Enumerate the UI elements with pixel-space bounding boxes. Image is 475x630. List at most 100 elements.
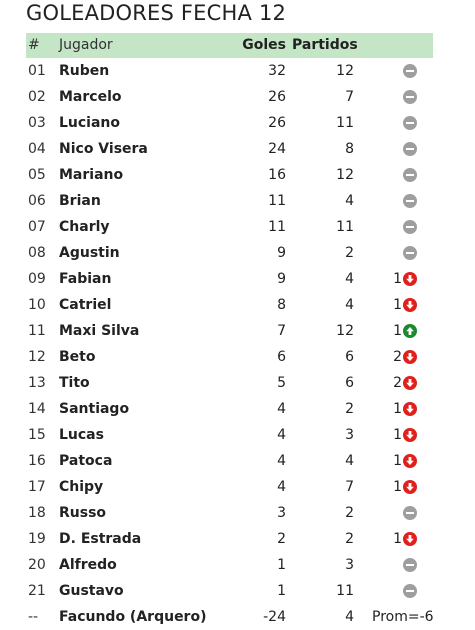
trend-value: 1 — [393, 427, 402, 443]
minus-circle-icon — [403, 116, 417, 130]
trend-cell: 1 — [370, 448, 433, 474]
minus-circle-icon — [403, 220, 417, 234]
rank-cell: 18 — [28, 505, 46, 521]
player-name-cell: Patoca — [59, 453, 113, 469]
rank-cell: 15 — [28, 427, 46, 443]
goals-cell: 11 — [268, 219, 286, 235]
trend-indicator: 1 — [393, 422, 417, 448]
minus-circle-icon — [403, 558, 417, 572]
player-name-cell: Ruben — [59, 63, 110, 79]
header-trend — [370, 33, 433, 58]
page-title: GOLEADORES FECHA 12 — [26, 1, 287, 25]
rank-cell: 20 — [28, 557, 46, 573]
trend-indicator: 1 — [393, 448, 417, 474]
trend-indicator — [402, 558, 417, 572]
table-row: 11 Maxi Silva 7 12 1 — [26, 318, 433, 344]
goalkeeper-row: -- Facundo (Arquero) -24 4 Prom=-6 — [26, 604, 433, 630]
trend-cell: 1 — [370, 318, 433, 344]
trend-indicator: 2 — [393, 344, 417, 370]
trend-indicator: 1 — [393, 526, 417, 552]
goals-cell: 1 — [277, 557, 286, 573]
header-matches: Partidos — [292, 37, 358, 53]
goals-cell: 16 — [268, 167, 286, 183]
trend-value: 2 — [393, 375, 402, 391]
table-row: 19 D. Estrada 2 2 1 — [26, 526, 433, 552]
rank-cell: 17 — [28, 479, 46, 495]
player-name-cell: Alfredo — [59, 557, 117, 573]
arrow-down-circle-icon — [403, 298, 417, 312]
table-row: 02 Marcelo 26 7 — [26, 84, 433, 110]
rank-cell: 10 — [28, 297, 46, 313]
matches-cell: 6 — [345, 375, 354, 391]
matches-cell: 12 — [336, 323, 354, 339]
matches-cell: 7 — [345, 479, 354, 495]
trend-value: 1 — [393, 271, 402, 287]
rank-cell: 02 — [28, 89, 46, 105]
trend-indicator — [402, 194, 417, 208]
player-name-cell: Facundo (Arquero) — [59, 609, 207, 625]
matches-cell: 4 — [345, 271, 354, 287]
rank-cell: 19 — [28, 531, 46, 547]
matches-cell: 3 — [345, 427, 354, 443]
table-row: 06 Brian 11 4 — [26, 188, 433, 214]
minus-circle-icon — [403, 64, 417, 78]
matches-cell: 4 — [345, 297, 354, 313]
trend-indicator: 1 — [393, 396, 417, 422]
trend-cell — [370, 136, 433, 162]
matches-cell: 7 — [345, 89, 354, 105]
goals-cell: 1 — [277, 583, 286, 599]
goals-cell: 9 — [277, 245, 286, 261]
table-row: 21 Gustavo 1 11 — [26, 578, 433, 604]
player-name-cell: Tito — [59, 375, 90, 391]
goals-cell: 4 — [277, 479, 286, 495]
goals-cell: 2 — [277, 531, 286, 547]
trend-indicator — [402, 246, 417, 260]
trend-value: 1 — [393, 531, 402, 547]
goals-cell: 5 — [277, 375, 286, 391]
player-name-cell: Marcelo — [59, 89, 122, 105]
arrow-down-circle-icon — [403, 350, 417, 364]
goals-cell: 26 — [268, 89, 286, 105]
minus-circle-icon — [403, 168, 417, 182]
player-name-cell: Gustavo — [59, 583, 124, 599]
trend-cell — [370, 578, 433, 604]
trend-cell: 2 — [370, 370, 433, 396]
player-name-cell: Beto — [59, 349, 96, 365]
trend-cell: 1 — [370, 266, 433, 292]
table-row: 09 Fabian 9 4 1 — [26, 266, 433, 292]
table-row: 18 Russo 3 2 — [26, 500, 433, 526]
minus-circle-icon — [403, 90, 417, 104]
goals-cell: 6 — [277, 349, 286, 365]
arrow-down-circle-icon — [403, 272, 417, 286]
trend-cell — [370, 162, 433, 188]
rank-cell: 12 — [28, 349, 46, 365]
arrow-up-circle-icon — [403, 324, 417, 338]
matches-cell: 6 — [345, 349, 354, 365]
trend-cell: 1 — [370, 396, 433, 422]
rank-cell: 06 — [28, 193, 46, 209]
header-row: # Jugador Goles Partidos — [26, 33, 433, 58]
rank-cell: 13 — [28, 375, 46, 391]
arrow-down-circle-icon — [403, 402, 417, 416]
arrow-down-circle-icon — [403, 532, 417, 546]
goals-cell: 4 — [277, 453, 286, 469]
matches-cell: 4 — [345, 453, 354, 469]
goals-cell: -24 — [263, 609, 286, 625]
rank-cell: 07 — [28, 219, 46, 235]
table-row: 07 Charly 11 11 — [26, 214, 433, 240]
header-goals: Goles — [242, 37, 286, 53]
minus-circle-icon — [403, 506, 417, 520]
arrow-down-circle-icon — [403, 428, 417, 442]
matches-cell: 3 — [345, 557, 354, 573]
rank-cell: 09 — [28, 271, 46, 287]
matches-cell: 11 — [336, 115, 354, 131]
goals-cell: 32 — [268, 63, 286, 79]
trend-cell: 1 — [370, 474, 433, 500]
table-row: 15 Lucas 4 3 1 — [26, 422, 433, 448]
table-row: 12 Beto 6 6 2 — [26, 344, 433, 370]
trend-cell: 1 — [370, 422, 433, 448]
trend-cell: 2 — [370, 344, 433, 370]
player-name-cell: Charly — [59, 219, 110, 235]
trend-cell — [370, 84, 433, 110]
